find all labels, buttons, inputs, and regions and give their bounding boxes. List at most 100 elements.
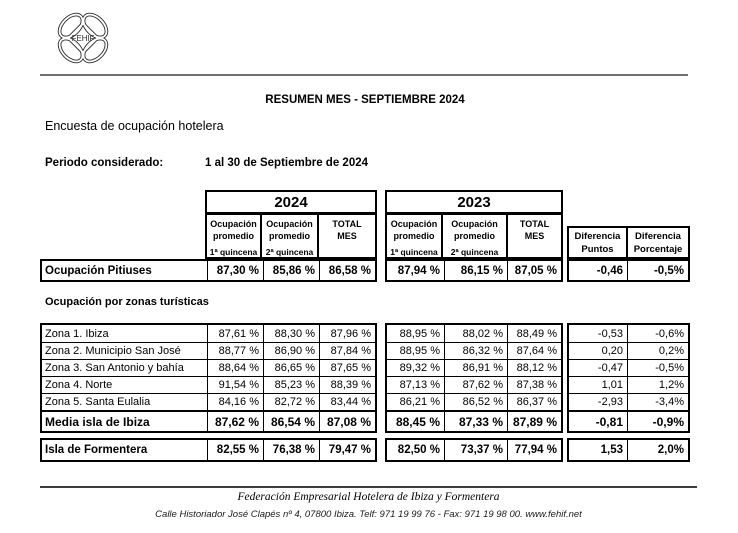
value-cell: 76,38 % xyxy=(263,440,319,460)
value-cell: 88,45 % xyxy=(395,414,440,429)
value-cell: 87,30 % xyxy=(207,261,263,280)
page-subtitle: Encuesta de ocupación hotelera xyxy=(45,119,224,133)
table-row: 0,20 0,2% xyxy=(569,342,688,359)
value-cell: 0,20 xyxy=(601,345,623,357)
value-cell: 1,01 xyxy=(601,379,623,391)
col-header-diff-points: Diferencia Puntos xyxy=(567,226,628,259)
zones-group-diff: -0,53 -0,6% 0,20 0,2% -0,47 -0,5% 1,01 1… xyxy=(567,323,690,433)
media-ibiza-row: 88,45 % 87,33 % 87,89 % xyxy=(387,410,561,431)
table-row: 87,13 % 87,62 % 87,38 % xyxy=(387,376,561,393)
period-label: Periodo considerado: xyxy=(45,157,164,169)
diff-headers: Diferencia Puntos Diferencia Porcentaje xyxy=(567,226,690,259)
value-cell: 86,21 % xyxy=(399,396,440,408)
value-cell: 87,64 % xyxy=(507,343,561,359)
value-cell: 2,0% xyxy=(627,440,688,460)
subheaders-2024: Ocupación promedio 1ª quincena Ocupación… xyxy=(205,213,377,259)
footer-address: Calle Historiador José Clapés nº 4, 0780… xyxy=(155,509,582,520)
header-rule xyxy=(40,74,688,76)
value-cell: 87,38 % xyxy=(507,377,561,393)
value-cell: 86,90 % xyxy=(263,343,319,359)
value-cell: 1,53 xyxy=(600,444,623,456)
row-label: Ocupación Pitiuses xyxy=(45,264,152,277)
value-cell: 86,15 % xyxy=(444,261,507,280)
value-cell: 73,37 % xyxy=(444,440,507,460)
col-header-diff-percent: Diferencia Porcentaje xyxy=(626,226,690,259)
formentera-row-diff: 1,53 2,0% xyxy=(567,438,690,462)
value-cell: 86,32 % xyxy=(444,343,507,359)
value-cell: 88,30 % xyxy=(263,325,319,342)
table-row: Zona 3. San Antonio y bahía 88,64 % 86,6… xyxy=(42,359,375,376)
summary-table: 2024 2023 Ocupación promedio 1ª quincena… xyxy=(40,190,690,283)
value-cell: 1,2% xyxy=(627,377,688,393)
table-row: 88,95 % 88,02 % 88,49 % xyxy=(387,325,561,342)
pitiuses-row-diff: -0,46 -0,5% xyxy=(567,259,690,282)
value-cell: -0,6% xyxy=(627,325,688,342)
value-cell: -0,5% xyxy=(627,360,688,376)
value-cell: 86,37 % xyxy=(507,394,561,410)
table-row: Zona 4. Norte 91,54 % 85,23 % 88,39 % xyxy=(42,376,375,393)
media-ibiza-row: -0,81 -0,9% xyxy=(569,410,688,431)
value-cell: 89,32 % xyxy=(399,362,440,374)
fehif-logo: FEHIF xyxy=(50,8,116,73)
row-label: Zona 3. San Antonio y bahía xyxy=(45,362,184,374)
subheaders-2023: Ocupación promedio 1ª quincena Ocupación… xyxy=(385,213,563,259)
table-row: Zona 5. Santa Eulalia 84,16 % 82,72 % 83… xyxy=(42,393,375,410)
row-label: Zona 1. Ibiza xyxy=(45,327,109,340)
table-row: -0,47 -0,5% xyxy=(569,359,688,376)
year-header-2023: 2023 xyxy=(385,190,563,214)
value-cell: 87,62 % xyxy=(207,412,263,431)
value-cell: 87,89 % xyxy=(507,412,561,431)
value-cell: -0,47 xyxy=(597,362,623,374)
value-cell: 87,96 % xyxy=(319,325,375,342)
value-cell: 86,91 % xyxy=(444,360,507,376)
col-header-q2: Ocupación promedio 2ª quincena xyxy=(260,213,319,259)
col-header-q1: Ocupación promedio 1ª quincena xyxy=(205,213,262,259)
media-ibiza-row: Media isla de Ibiza 87,62 % 86,54 % 87,0… xyxy=(42,410,375,431)
table-row: Zona 2. Municipio San José 88,77 % 86,90… xyxy=(42,342,375,359)
value-cell: 88,95 % xyxy=(399,327,440,340)
zones-group-2023: 88,95 % 88,02 % 88,49 % 88,95 % 86,32 % … xyxy=(385,323,563,433)
zones-table: Zona 1. Ibiza 87,61 % 88,30 % 87,96 % Zo… xyxy=(40,323,690,433)
value-cell: 82,50 % xyxy=(397,444,440,456)
value-cell: 84,16 % xyxy=(207,394,263,410)
value-cell: 88,77 % xyxy=(207,343,263,359)
table-row: -2,93 -3,4% xyxy=(569,393,688,410)
footer-rule xyxy=(40,486,697,488)
formentera-row-2023: 82,50 % 73,37 % 77,94 % xyxy=(385,438,563,462)
knot-icon: FEHIF xyxy=(57,12,109,64)
table-row: 86,21 % 86,52 % 86,37 % xyxy=(387,393,561,410)
value-cell: 87,94 % xyxy=(397,264,440,277)
value-cell: 87,61 % xyxy=(207,325,263,342)
value-cell: 79,47 % xyxy=(319,440,375,460)
value-cell: 82,55 % xyxy=(207,440,263,460)
value-cell: -0,81 xyxy=(595,414,623,429)
table-row: -0,53 -0,6% xyxy=(569,325,688,342)
formentera-row: Isla de Formentera 82,55 % 76,38 % 79,47… xyxy=(40,438,377,462)
zones-group-2024: Zona 1. Ibiza 87,61 % 88,30 % 87,96 % Zo… xyxy=(40,323,377,433)
value-cell: 88,95 % xyxy=(399,345,440,357)
value-cell: 88,39 % xyxy=(319,377,375,393)
value-cell: 85,86 % xyxy=(263,261,319,280)
period-value: 1 al 30 de Septiembre de 2024 xyxy=(205,157,369,169)
zones-section-title: Ocupación por zonas turísticas xyxy=(45,296,209,308)
table-row: 88,95 % 86,32 % 87,64 % xyxy=(387,342,561,359)
value-cell: 91,54 % xyxy=(207,377,263,393)
col-header-q2: Ocupación promedio 2ª quincena xyxy=(441,213,508,259)
value-cell: 87,62 % xyxy=(444,377,507,393)
footer-organization: Federación Empresarial Hotelera de Ibiza… xyxy=(237,491,500,503)
value-cell: 87,05 % xyxy=(507,261,561,280)
logo-text: FEHIF xyxy=(72,34,95,43)
value-cell: -0,53 xyxy=(597,327,623,340)
value-cell: 0,2% xyxy=(627,343,688,359)
value-cell: 87,65 % xyxy=(319,360,375,376)
col-header-total: TOTAL MES xyxy=(317,213,377,259)
value-cell: -0,9% xyxy=(627,412,688,431)
table-row: Zona 1. Ibiza 87,61 % 88,30 % 87,96 % xyxy=(42,325,375,342)
pitiuses-row-2023: 87,94 % 86,15 % 87,05 % xyxy=(385,259,563,282)
col-header-total: TOTAL MES xyxy=(506,213,563,259)
row-label: Isla de Formentera xyxy=(45,444,148,456)
row-label: Zona 2. Municipio San José xyxy=(45,345,181,357)
page-title: RESUMEN MES - SEPTIEMBRE 2024 xyxy=(265,94,465,106)
row-label: Zona 4. Norte xyxy=(45,379,113,391)
